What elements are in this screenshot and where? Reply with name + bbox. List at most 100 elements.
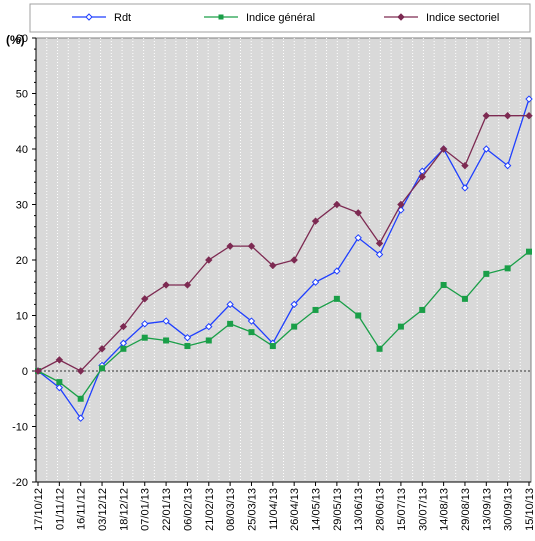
data-point — [76, 414, 85, 422]
y-tick-label: 30 — [16, 200, 28, 212]
data-point — [163, 337, 170, 344]
data-point — [503, 111, 512, 120]
data-point — [525, 111, 533, 120]
data-point — [290, 300, 298, 309]
data-point — [162, 281, 170, 289]
data-point — [354, 209, 362, 217]
data-point — [354, 234, 362, 242]
x-tick-label: 30/07/13 — [417, 488, 429, 531]
x-tick-label: 11/04/13 — [268, 488, 280, 530]
x-tick-label: 17/10/12 — [33, 488, 45, 531]
data-point — [269, 343, 276, 350]
series-layer — [34, 95, 533, 422]
x-tick-label: 14/05/13 — [311, 488, 323, 531]
y-tick-label: 40 — [16, 144, 28, 156]
data-point — [269, 261, 277, 270]
x-tick-label: 25/03/13 — [246, 488, 258, 531]
x-tick-label: 18/12/12 — [118, 488, 130, 531]
data-point — [56, 379, 63, 386]
x-tick-label: 13/09/13 — [481, 488, 493, 531]
data-point — [504, 265, 511, 272]
data-point — [55, 356, 64, 364]
data-point — [141, 295, 149, 303]
x-tick-label: 14/08/13 — [439, 488, 451, 531]
legend-marker — [397, 13, 405, 21]
y-tick-label: 0 — [22, 366, 28, 378]
data-point — [526, 248, 532, 255]
data-point — [311, 278, 320, 286]
data-point — [99, 365, 106, 372]
y-tick-label: -10 — [12, 422, 28, 434]
data-point — [482, 111, 491, 120]
x-tick-label: 29/05/13 — [332, 488, 344, 531]
legend-label: Indice sectoriel — [426, 12, 499, 24]
y-tick-label: 50 — [16, 89, 28, 101]
data-point — [290, 256, 298, 264]
y-tick-label: 20 — [16, 255, 28, 267]
series-2 — [34, 111, 533, 375]
x-tick-label: 03/12/12 — [97, 488, 109, 531]
data-point — [162, 317, 170, 325]
data-point — [482, 145, 491, 153]
data-point — [226, 242, 234, 250]
data-point — [205, 322, 213, 331]
x-tick-label: 08/03/13 — [225, 488, 237, 531]
x-tick-label: 01/11/12 — [54, 488, 66, 530]
series-line — [37, 251, 530, 400]
data-point — [34, 367, 42, 375]
data-point — [333, 267, 341, 275]
data-point — [76, 367, 85, 375]
data-point — [440, 281, 447, 288]
data-point — [227, 320, 234, 327]
legend-label: Indice général — [246, 12, 315, 24]
x-tick-label: 06/02/13 — [182, 488, 194, 531]
data-point — [55, 383, 64, 392]
data-point — [291, 323, 298, 330]
data-point — [376, 345, 383, 352]
data-point — [419, 306, 426, 313]
data-point — [226, 300, 234, 309]
data-point — [98, 345, 106, 353]
data-point — [461, 161, 469, 170]
x-tick-label: 28/06/13 — [375, 488, 387, 531]
legend-box — [29, 3, 531, 33]
y-axis: -20 -10 0 10 20 30 40 50 60 — [12, 33, 531, 489]
data-point — [205, 337, 212, 344]
legend: Rdt Indice général Indice sectoriel — [72, 12, 499, 24]
y-tick-label: 60 — [16, 33, 28, 45]
legend-marker — [218, 14, 224, 20]
data-point — [483, 270, 490, 277]
data-point — [397, 323, 404, 330]
series-line — [37, 98, 530, 420]
x-axis: 17/10/12 01/11/12 16/11/12 03/12/12 18/12/12… — [33, 481, 535, 531]
data-point — [247, 242, 256, 250]
data-point — [439, 145, 448, 153]
data-point — [461, 184, 469, 192]
data-point — [141, 334, 148, 341]
legend-label: Rdt — [114, 12, 131, 24]
x-tick-label: 16/11/12 — [76, 488, 88, 530]
data-point — [141, 320, 149, 328]
data-point — [183, 333, 192, 342]
x-tick-label: 26/04/13 — [289, 488, 301, 531]
y-unit-label: (%) — [6, 33, 25, 47]
data-point — [333, 200, 341, 209]
x-tick-label: 15/10/13 — [524, 488, 535, 531]
x-tick-label: 15/07/13 — [396, 488, 408, 531]
data-point — [525, 95, 533, 103]
data-point — [397, 200, 405, 209]
x-tick-label: 07/01/13 — [140, 488, 152, 531]
data-point — [503, 161, 512, 170]
data-point — [205, 256, 213, 264]
data-point — [375, 250, 384, 259]
x-tick-label: 29/08/13 — [460, 488, 472, 531]
data-point — [184, 343, 191, 350]
data-point — [183, 281, 192, 289]
data-point — [247, 317, 256, 325]
data-point — [355, 312, 362, 319]
data-point — [311, 217, 320, 225]
series-1 — [35, 248, 532, 402]
legend-marker — [85, 13, 93, 21]
x-tick-label: 21/02/13 — [204, 488, 216, 531]
